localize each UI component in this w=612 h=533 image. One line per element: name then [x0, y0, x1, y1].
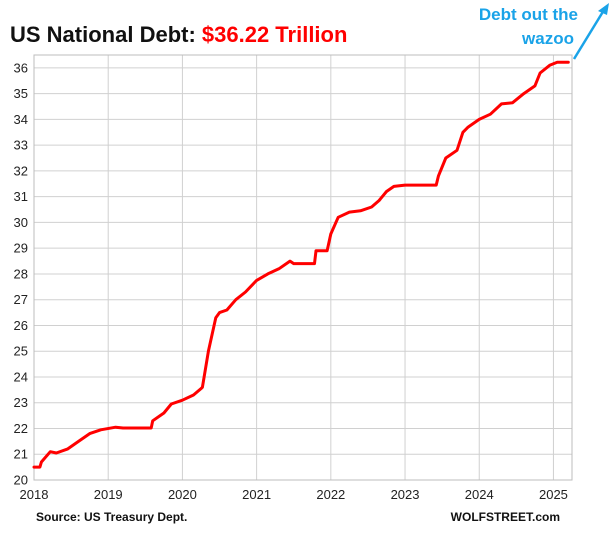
- plot-frame: [33, 54, 573, 481]
- brand-watermark: WOLFSTREET.com: [451, 510, 560, 524]
- source-note: Source: US Treasury Dept.: [36, 510, 187, 524]
- y-tick-label: 34: [14, 112, 28, 127]
- y-tick-label: 24: [14, 369, 28, 384]
- x-tick-label: 2018: [20, 487, 49, 502]
- y-tick-label: 35: [14, 86, 28, 101]
- grid: [33, 55, 572, 481]
- y-tick-label: 29: [14, 241, 28, 256]
- annotation-line-2: wazoo: [521, 29, 574, 48]
- chart-title-label: US National Debt:: [10, 22, 202, 47]
- y-tick-label: 23: [14, 395, 28, 410]
- x-tick-label: 2023: [391, 487, 420, 502]
- y-tick-label: 21: [14, 447, 28, 462]
- y-tick-label: 25: [14, 344, 28, 359]
- chart-title-value: $36.22 Trillion: [202, 22, 348, 47]
- y-axis-ticks: 20 21 22 23 24 25 26 27 28 29 30 31 32 33 34 35 36: [14, 60, 28, 487]
- x-tick-label: 2025: [539, 487, 568, 502]
- x-tick-label: 2022: [316, 487, 345, 502]
- y-tick-label: 30: [14, 215, 28, 230]
- y-tick-label: 27: [14, 292, 28, 307]
- y-tick-label: 33: [14, 138, 28, 153]
- y-tick-label: 20: [14, 473, 28, 488]
- x-axis-ticks: 2018 2019 2020 2021 2022 2023 2024 2025: [20, 487, 568, 502]
- y-tick-label: 28: [14, 266, 28, 281]
- x-tick-label: 2024: [465, 487, 494, 502]
- y-tick-label: 26: [14, 318, 28, 333]
- x-tick-label: 2020: [168, 487, 197, 502]
- y-tick-label: 32: [14, 163, 28, 178]
- y-tick-label: 36: [14, 60, 28, 75]
- chart-title: US National Debt: $36.22 Trillion: [10, 22, 347, 47]
- series-line-us-debt: [32, 60, 570, 469]
- y-tick-label: 22: [14, 421, 28, 436]
- annotation-line-1: Debt out the: [479, 5, 578, 24]
- arrow-up-icon: [572, 3, 609, 60]
- y-tick-label: 31: [14, 189, 28, 204]
- x-tick-label: 2021: [242, 487, 271, 502]
- x-tick-label: 2019: [94, 487, 123, 502]
